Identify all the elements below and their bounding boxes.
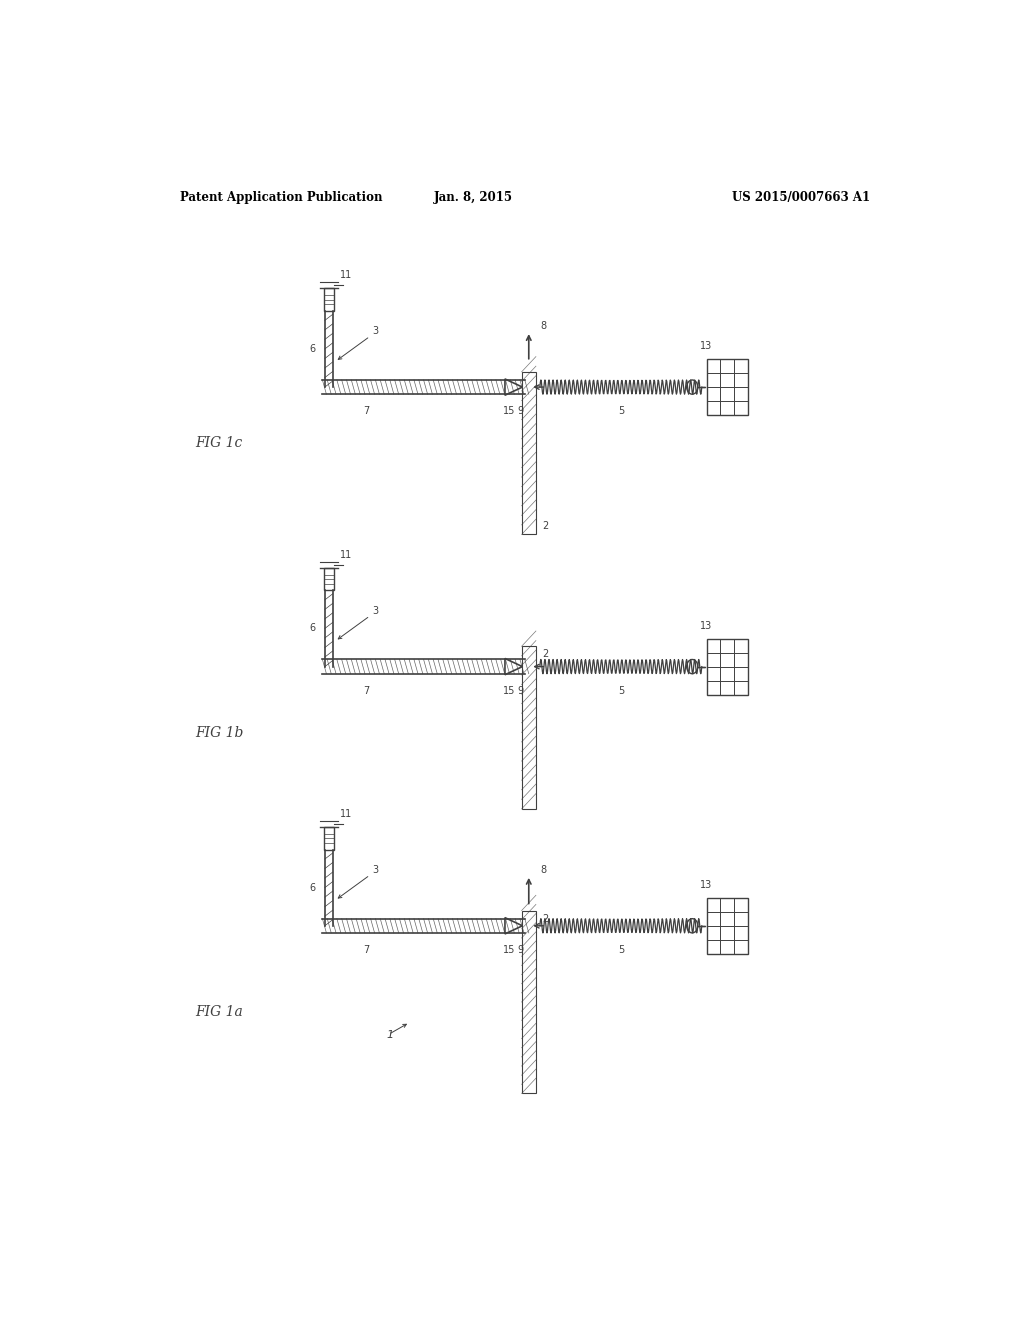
Text: 13: 13 <box>700 879 713 890</box>
Text: 2: 2 <box>543 649 549 660</box>
Text: 15: 15 <box>503 686 515 696</box>
Text: 8: 8 <box>541 865 547 875</box>
Text: 7: 7 <box>362 945 370 956</box>
Text: 3: 3 <box>373 326 379 337</box>
Text: 3: 3 <box>373 606 379 615</box>
Text: 11: 11 <box>340 550 352 560</box>
Text: 9: 9 <box>518 945 524 956</box>
Bar <box>707 359 748 414</box>
Text: 5: 5 <box>617 407 624 416</box>
Text: FIG 1a: FIG 1a <box>196 1005 244 1019</box>
Text: 9: 9 <box>518 407 524 416</box>
Text: 9: 9 <box>518 686 524 696</box>
Bar <box>521 372 536 535</box>
Text: 5: 5 <box>617 945 624 956</box>
Bar <box>521 911 536 1093</box>
Text: 6: 6 <box>309 623 315 634</box>
Text: 15: 15 <box>503 945 515 956</box>
Text: 5: 5 <box>617 686 624 696</box>
Text: 13: 13 <box>700 620 713 631</box>
Text: FIG 1c: FIG 1c <box>196 436 243 450</box>
Bar <box>324 568 334 590</box>
Text: 15: 15 <box>503 407 515 416</box>
Bar <box>707 639 748 694</box>
Bar <box>324 289 334 312</box>
Text: 11: 11 <box>340 271 352 280</box>
Text: 6: 6 <box>309 883 315 892</box>
Text: 3: 3 <box>373 865 379 875</box>
Text: 7: 7 <box>362 407 370 416</box>
Text: Patent Application Publication: Patent Application Publication <box>179 190 382 203</box>
Bar <box>324 828 334 850</box>
Text: 7: 7 <box>362 686 370 696</box>
Text: 1: 1 <box>386 1030 393 1040</box>
Bar <box>707 898 748 954</box>
Text: 13: 13 <box>700 341 713 351</box>
Text: 2: 2 <box>543 913 549 924</box>
Text: US 2015/0007663 A1: US 2015/0007663 A1 <box>732 190 870 203</box>
Text: 6: 6 <box>309 345 315 354</box>
Text: 8: 8 <box>541 321 547 331</box>
Text: 2: 2 <box>543 521 549 532</box>
Bar <box>521 647 536 809</box>
Text: Jan. 8, 2015: Jan. 8, 2015 <box>434 190 513 203</box>
Text: FIG 1b: FIG 1b <box>196 726 244 739</box>
Text: 11: 11 <box>340 809 352 818</box>
